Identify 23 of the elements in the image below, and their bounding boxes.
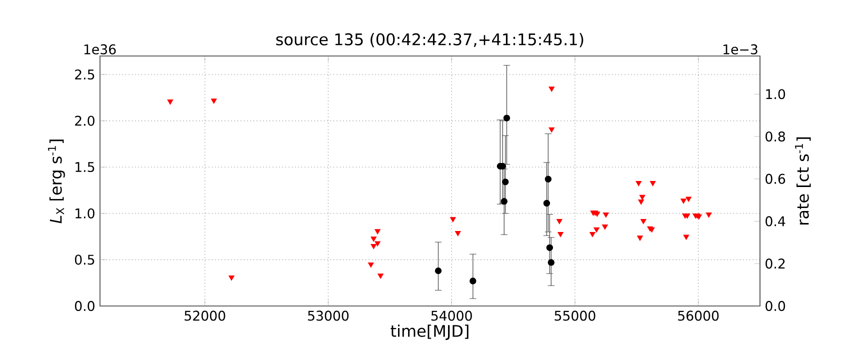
y2-tick-label: 0.6 <box>766 174 786 184</box>
y2-tick-label: 0.4 <box>766 216 786 226</box>
chart-title: source 135 (00:42:42.37,+41:15:45.1) <box>276 33 584 48</box>
x-tick-label: 53000 <box>308 310 349 321</box>
y-tick-label: 2.5 <box>75 69 94 80</box>
y-tick-label: 0.0 <box>74 300 94 312</box>
x-axis-title: time[MJD] <box>390 324 468 340</box>
y2-tick-label: 0.8 <box>766 131 786 142</box>
y-tick-label: 1.5 <box>76 162 94 172</box>
y2-tick-label: 1.0 <box>766 89 786 100</box>
y2-tick-label: 0.0 <box>766 300 786 312</box>
x-tick-label: 52000 <box>184 310 226 321</box>
text: 1e−3 <box>724 44 758 54</box>
y-tick-label: 2.0 <box>75 116 94 126</box>
x-tick-label: 54000 <box>431 310 472 321</box>
y-tick-label: 0.5 <box>74 254 94 265</box>
y2-axis-title: rate [ct s$^{-1}$] <box>795 137 811 224</box>
x-tick-label: 56000 <box>678 310 719 321</box>
text: 1e36 <box>84 44 116 54</box>
y-axis-title: L$_{X}$ [erg s$^{-1}$] <box>48 140 65 224</box>
x-tick-label: 55000 <box>554 310 596 321</box>
y-tick-label: 1.0 <box>76 208 94 218</box>
y2-tick-label: 0.2 <box>766 258 785 269</box>
